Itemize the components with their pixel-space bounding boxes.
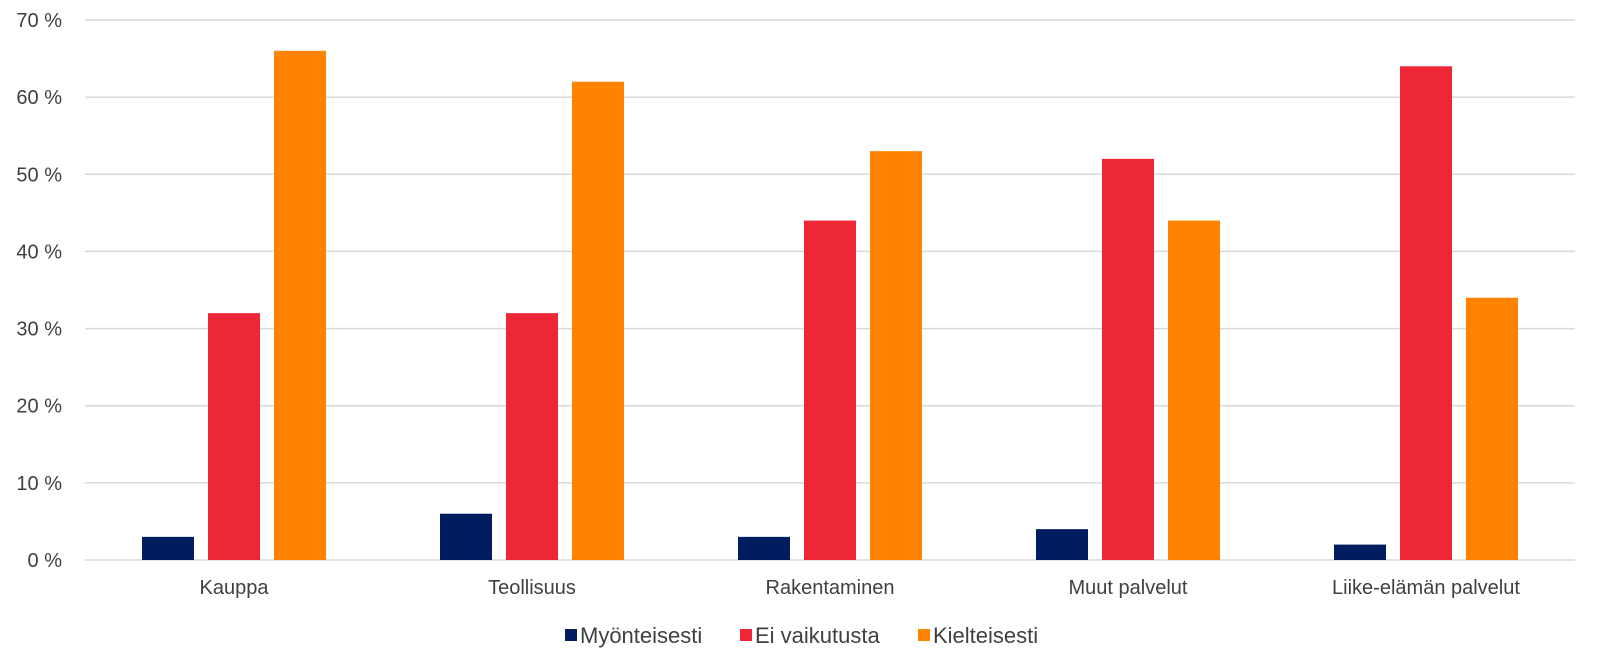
y-tick-label: 60 % bbox=[16, 87, 62, 109]
legend-swatch bbox=[918, 629, 930, 641]
legend-label: Kielteisesti bbox=[933, 623, 1038, 648]
x-tick-label: Teollisuus bbox=[488, 577, 576, 599]
bar bbox=[142, 536, 194, 560]
bar bbox=[1466, 297, 1518, 560]
bar bbox=[208, 313, 260, 560]
bar bbox=[1168, 220, 1220, 561]
y-tick-label: 0 % bbox=[28, 550, 63, 572]
x-tick-label: Kauppa bbox=[200, 577, 270, 599]
legend-swatch bbox=[565, 629, 577, 641]
bar bbox=[738, 536, 790, 560]
bar bbox=[870, 151, 922, 560]
x-axis: Kauppa Teollisuus Rakentaminen Muut palvelu… bbox=[200, 577, 1521, 599]
bar bbox=[440, 513, 492, 560]
y-axis: 0 % 10 % 20 % 30 % 40 % 50 % 60 % 70 % bbox=[16, 10, 62, 572]
bar bbox=[274, 50, 326, 560]
bar bbox=[1400, 66, 1452, 561]
bar bbox=[804, 220, 856, 561]
x-tick-label: Rakentaminen bbox=[766, 577, 895, 599]
bars bbox=[142, 50, 1518, 561]
bar bbox=[1036, 529, 1088, 560]
y-tick-label: 50 % bbox=[16, 164, 62, 186]
legend-label: Ei vaikutusta bbox=[755, 623, 880, 648]
bar bbox=[1102, 158, 1154, 560]
legend-label: Myönteisesti bbox=[580, 623, 702, 648]
x-tick-label: Muut palvelut bbox=[1069, 577, 1188, 599]
bar bbox=[506, 313, 558, 560]
y-tick-label: 20 % bbox=[16, 396, 62, 418]
bar bbox=[1334, 544, 1386, 560]
bar bbox=[572, 81, 624, 560]
legend-swatch bbox=[740, 629, 752, 641]
y-tick-label: 10 % bbox=[16, 473, 62, 495]
legend: Myönteisesti Ei vaikutusta Kielteisesti bbox=[565, 623, 1038, 648]
y-tick-label: 30 % bbox=[16, 319, 62, 341]
y-tick-label: 40 % bbox=[16, 241, 62, 263]
y-tick-label: 70 % bbox=[16, 10, 62, 32]
x-tick-label: Liike-elämän palvelut bbox=[1332, 577, 1520, 599]
